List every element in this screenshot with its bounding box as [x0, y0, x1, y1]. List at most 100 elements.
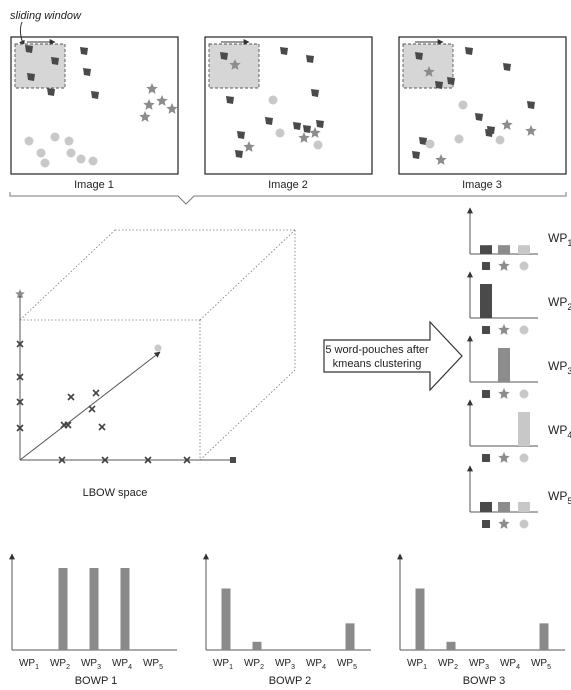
circle-feature [268, 95, 278, 105]
circle-feature [88, 156, 98, 166]
bowp-tick-label: WP1 [19, 658, 39, 671]
circle-feature [275, 128, 285, 138]
square-feature [47, 88, 55, 96]
word-pouch-5: WP5 [467, 465, 571, 529]
square-axis-marker [230, 457, 236, 463]
bowp-tick-label: WP3 [469, 658, 489, 671]
circle-feature [458, 100, 468, 110]
bowp-bar [539, 623, 549, 650]
cross-feature [58, 456, 66, 464]
cross-feature [144, 456, 152, 464]
cross-feature [16, 398, 24, 406]
bowp-bar [446, 641, 456, 650]
images-brace [9, 192, 567, 205]
square-bar [480, 502, 492, 512]
bowp-bar [58, 568, 68, 650]
bowp-chart-1: WP1 WP2 WP3 WP4 WP5 BOWP 1 [9, 553, 177, 687]
bowp-tick-label: WP5 [143, 658, 163, 671]
square-feature [25, 45, 33, 53]
square-legend-icon [482, 390, 490, 398]
square-legend-icon [482, 454, 490, 462]
square-feature [303, 125, 311, 133]
bowp-tick-subscript: 3 [485, 664, 489, 671]
square-feature [306, 55, 314, 63]
bowp-tick-subscript: 4 [128, 664, 132, 671]
bowp-bar [120, 568, 130, 650]
bowp-tick-label: WP3 [275, 658, 295, 671]
bowp-tick-label: WP4 [500, 658, 520, 671]
circle-feature [76, 154, 86, 164]
clustering-text-line-2: kmeans clustering [333, 358, 422, 370]
sliding-window-box [14, 43, 66, 89]
square-legend-icon [482, 326, 490, 334]
star-feature [501, 119, 513, 130]
circle-legend-icon [519, 519, 529, 529]
square-feature [487, 126, 495, 134]
circle-legend-icon [519, 261, 529, 271]
bowp-bar [221, 588, 231, 650]
square-feature [435, 81, 443, 89]
bowp-tick-label: WP2 [244, 658, 264, 671]
square-feature [83, 68, 91, 76]
star-feature [525, 125, 537, 136]
image-panel-1 [10, 36, 179, 175]
word-pouch-4: WP4 [467, 399, 571, 463]
circle-legend-icon [519, 389, 529, 399]
sliding-window-box [402, 43, 454, 89]
bowp-tick-subscript: 4 [516, 664, 520, 671]
circle-feature [40, 158, 50, 168]
square-feature [311, 89, 319, 97]
bowp-title: BOWP 3 [463, 675, 506, 687]
bowp-tick-subscript: 3 [97, 664, 101, 671]
square-feature [316, 120, 324, 128]
cross-feature [16, 424, 24, 432]
lbow-space-label: LBOW space [83, 487, 148, 499]
star-bar [498, 502, 510, 512]
pouch-label: WP5 [548, 489, 571, 506]
pouch-label: WP1 [548, 231, 571, 248]
image-1-label: Image 1 [74, 179, 114, 191]
clustering-text-line-1: 5 word-pouches after [325, 344, 429, 356]
word-pouch-2: WP2 [467, 271, 571, 335]
circle-feature [64, 136, 74, 146]
bowp-tick-label: WP4 [112, 658, 132, 671]
bowp-tick-label: WP1 [407, 658, 427, 671]
cross-feature [16, 340, 24, 348]
square-feature [527, 101, 535, 109]
bowp-tick-label: WP2 [50, 658, 70, 671]
lbow-feature-points [15, 289, 236, 464]
bowp-tick-label: WP1 [213, 658, 233, 671]
bowp-tick-subscript: 5 [547, 664, 551, 671]
square-feature [447, 77, 455, 85]
square-feature [265, 117, 273, 125]
bowp-charts: WP1 WP2 WP3 WP4 WP5 BOWP 1 WP1 WP2 WP3 WP4 WP5 BOWP… [9, 553, 565, 687]
circle-feature [313, 140, 323, 150]
pouch-label: WP4 [548, 423, 571, 440]
star-feature [229, 59, 241, 70]
bowp-tick-label: WP4 [306, 658, 326, 671]
circle-bar [518, 502, 530, 512]
circle-feature [66, 148, 76, 158]
cross-feature [16, 373, 24, 381]
bowp-tick-label: WP5 [337, 658, 357, 671]
square-feature [503, 63, 511, 71]
star-legend-icon [498, 260, 510, 271]
bowp-tick-subscript: 2 [66, 664, 70, 671]
pouch-label-subscript: 4 [567, 430, 571, 440]
image-3-label: Image 3 [462, 179, 502, 191]
pouch-label-subscript: 2 [567, 302, 571, 312]
square-feature [27, 73, 35, 81]
star-bar [498, 348, 510, 382]
square-feature [51, 57, 59, 65]
star-feature [166, 103, 178, 114]
circle-feature [50, 132, 60, 142]
square-feature [280, 47, 288, 55]
square-feature [465, 47, 473, 55]
square-feature [226, 96, 234, 104]
square-legend-icon [482, 520, 490, 528]
bowp-title: BOWP 2 [269, 675, 312, 687]
square-feature [235, 150, 243, 158]
bowp-tick-subscript: 2 [260, 664, 264, 671]
word-pouches: WP1 WP2 WP3 WP4 WP5 [467, 207, 571, 529]
